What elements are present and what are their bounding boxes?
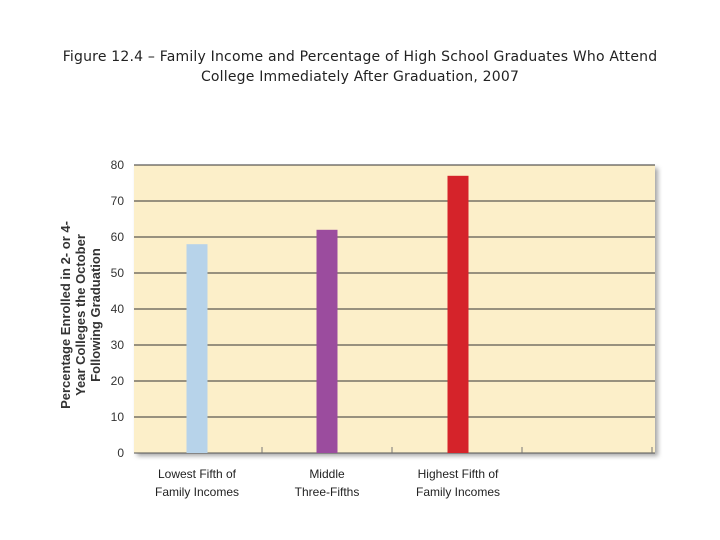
x-category-label: Family Incomes: [155, 485, 239, 499]
y-axis-label: Following Graduation: [88, 248, 103, 382]
bar: [447, 175, 469, 454]
bar: [316, 229, 338, 453]
y-tick-label: 20: [111, 374, 125, 388]
chart-title-line-2: College Immediately After Graduation, 20…: [200, 69, 520, 85]
x-category-label: Three-Fifths: [295, 485, 360, 499]
y-tick-label: 40: [111, 302, 125, 316]
y-tick-label: 50: [111, 266, 125, 280]
x-category-label: Family Incomes: [416, 485, 500, 499]
y-tick-label: 10: [111, 410, 125, 424]
y-tick-label: 60: [111, 230, 125, 244]
x-category-label: Highest Fifth of: [418, 467, 499, 481]
y-tick-label: 80: [111, 158, 125, 172]
x-category-label: Middle: [309, 467, 345, 481]
y-tick-label: 70: [111, 194, 125, 208]
bar: [186, 244, 208, 453]
chart-title-line-1: Figure 12.4 – Family Income and Percenta…: [62, 49, 658, 65]
y-axis-label: Percentage Enrolled in 2- or 4-: [58, 221, 73, 409]
y-axis-label: Year Colleges the October: [73, 234, 88, 396]
y-tick-label: 0: [117, 446, 124, 460]
y-tick-label: 30: [111, 338, 125, 352]
chart-title: Figure 12.4 – Family Income and Percenta…: [20, 47, 700, 87]
x-category-label: Lowest Fifth of: [158, 467, 237, 481]
